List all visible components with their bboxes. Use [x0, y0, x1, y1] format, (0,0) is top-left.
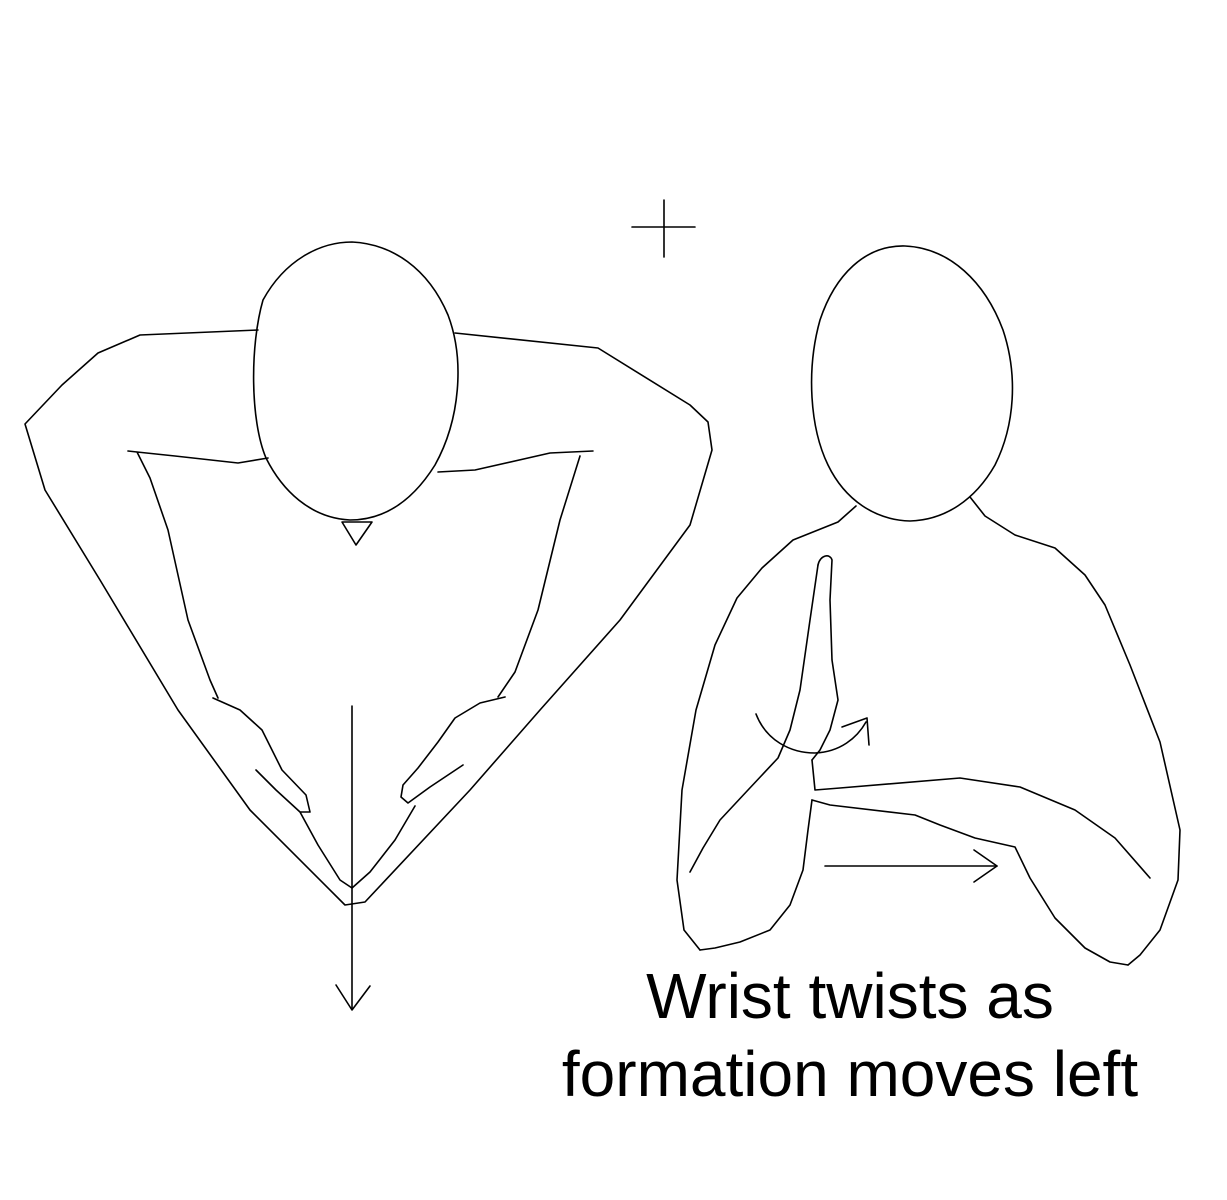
right-figure-flat-hand [811, 759, 1151, 879]
right-figure-lower-arm [699, 799, 813, 951]
left-figure-left-hand [212, 697, 353, 889]
right-figure [676, 245, 1181, 966]
left-figure-head [252, 241, 459, 521]
plus-mark [631, 199, 696, 258]
right-figure-twist-arrow-head [841, 717, 870, 746]
right-figure-upright-hand [811, 555, 839, 761]
right-figure-upright-forearm [689, 564, 819, 873]
right-figure-flat-forearm [811, 799, 1129, 966]
caption-line-1: Wrist twists as [646, 960, 1054, 1032]
right-figure-head [810, 245, 1014, 522]
right-figure-left-shoulder [676, 505, 857, 951]
left-figure [24, 241, 713, 1011]
caption-line-2: formation moves left [561, 1038, 1139, 1110]
left-figure-outer-arms [24, 329, 713, 906]
left-figure-inner-left-arm [127, 450, 269, 699]
left-figure-arrow-head [335, 984, 371, 1011]
right-figure-right-shoulder [969, 496, 1181, 966]
left-figure-chin [341, 521, 373, 546]
left-figure-inner-right-arm [437, 450, 594, 698]
left-figure-right-hand [351, 696, 506, 889]
right-figure-move-arrow-head [973, 849, 998, 883]
right-figure-twist-arrow [755, 713, 867, 754]
